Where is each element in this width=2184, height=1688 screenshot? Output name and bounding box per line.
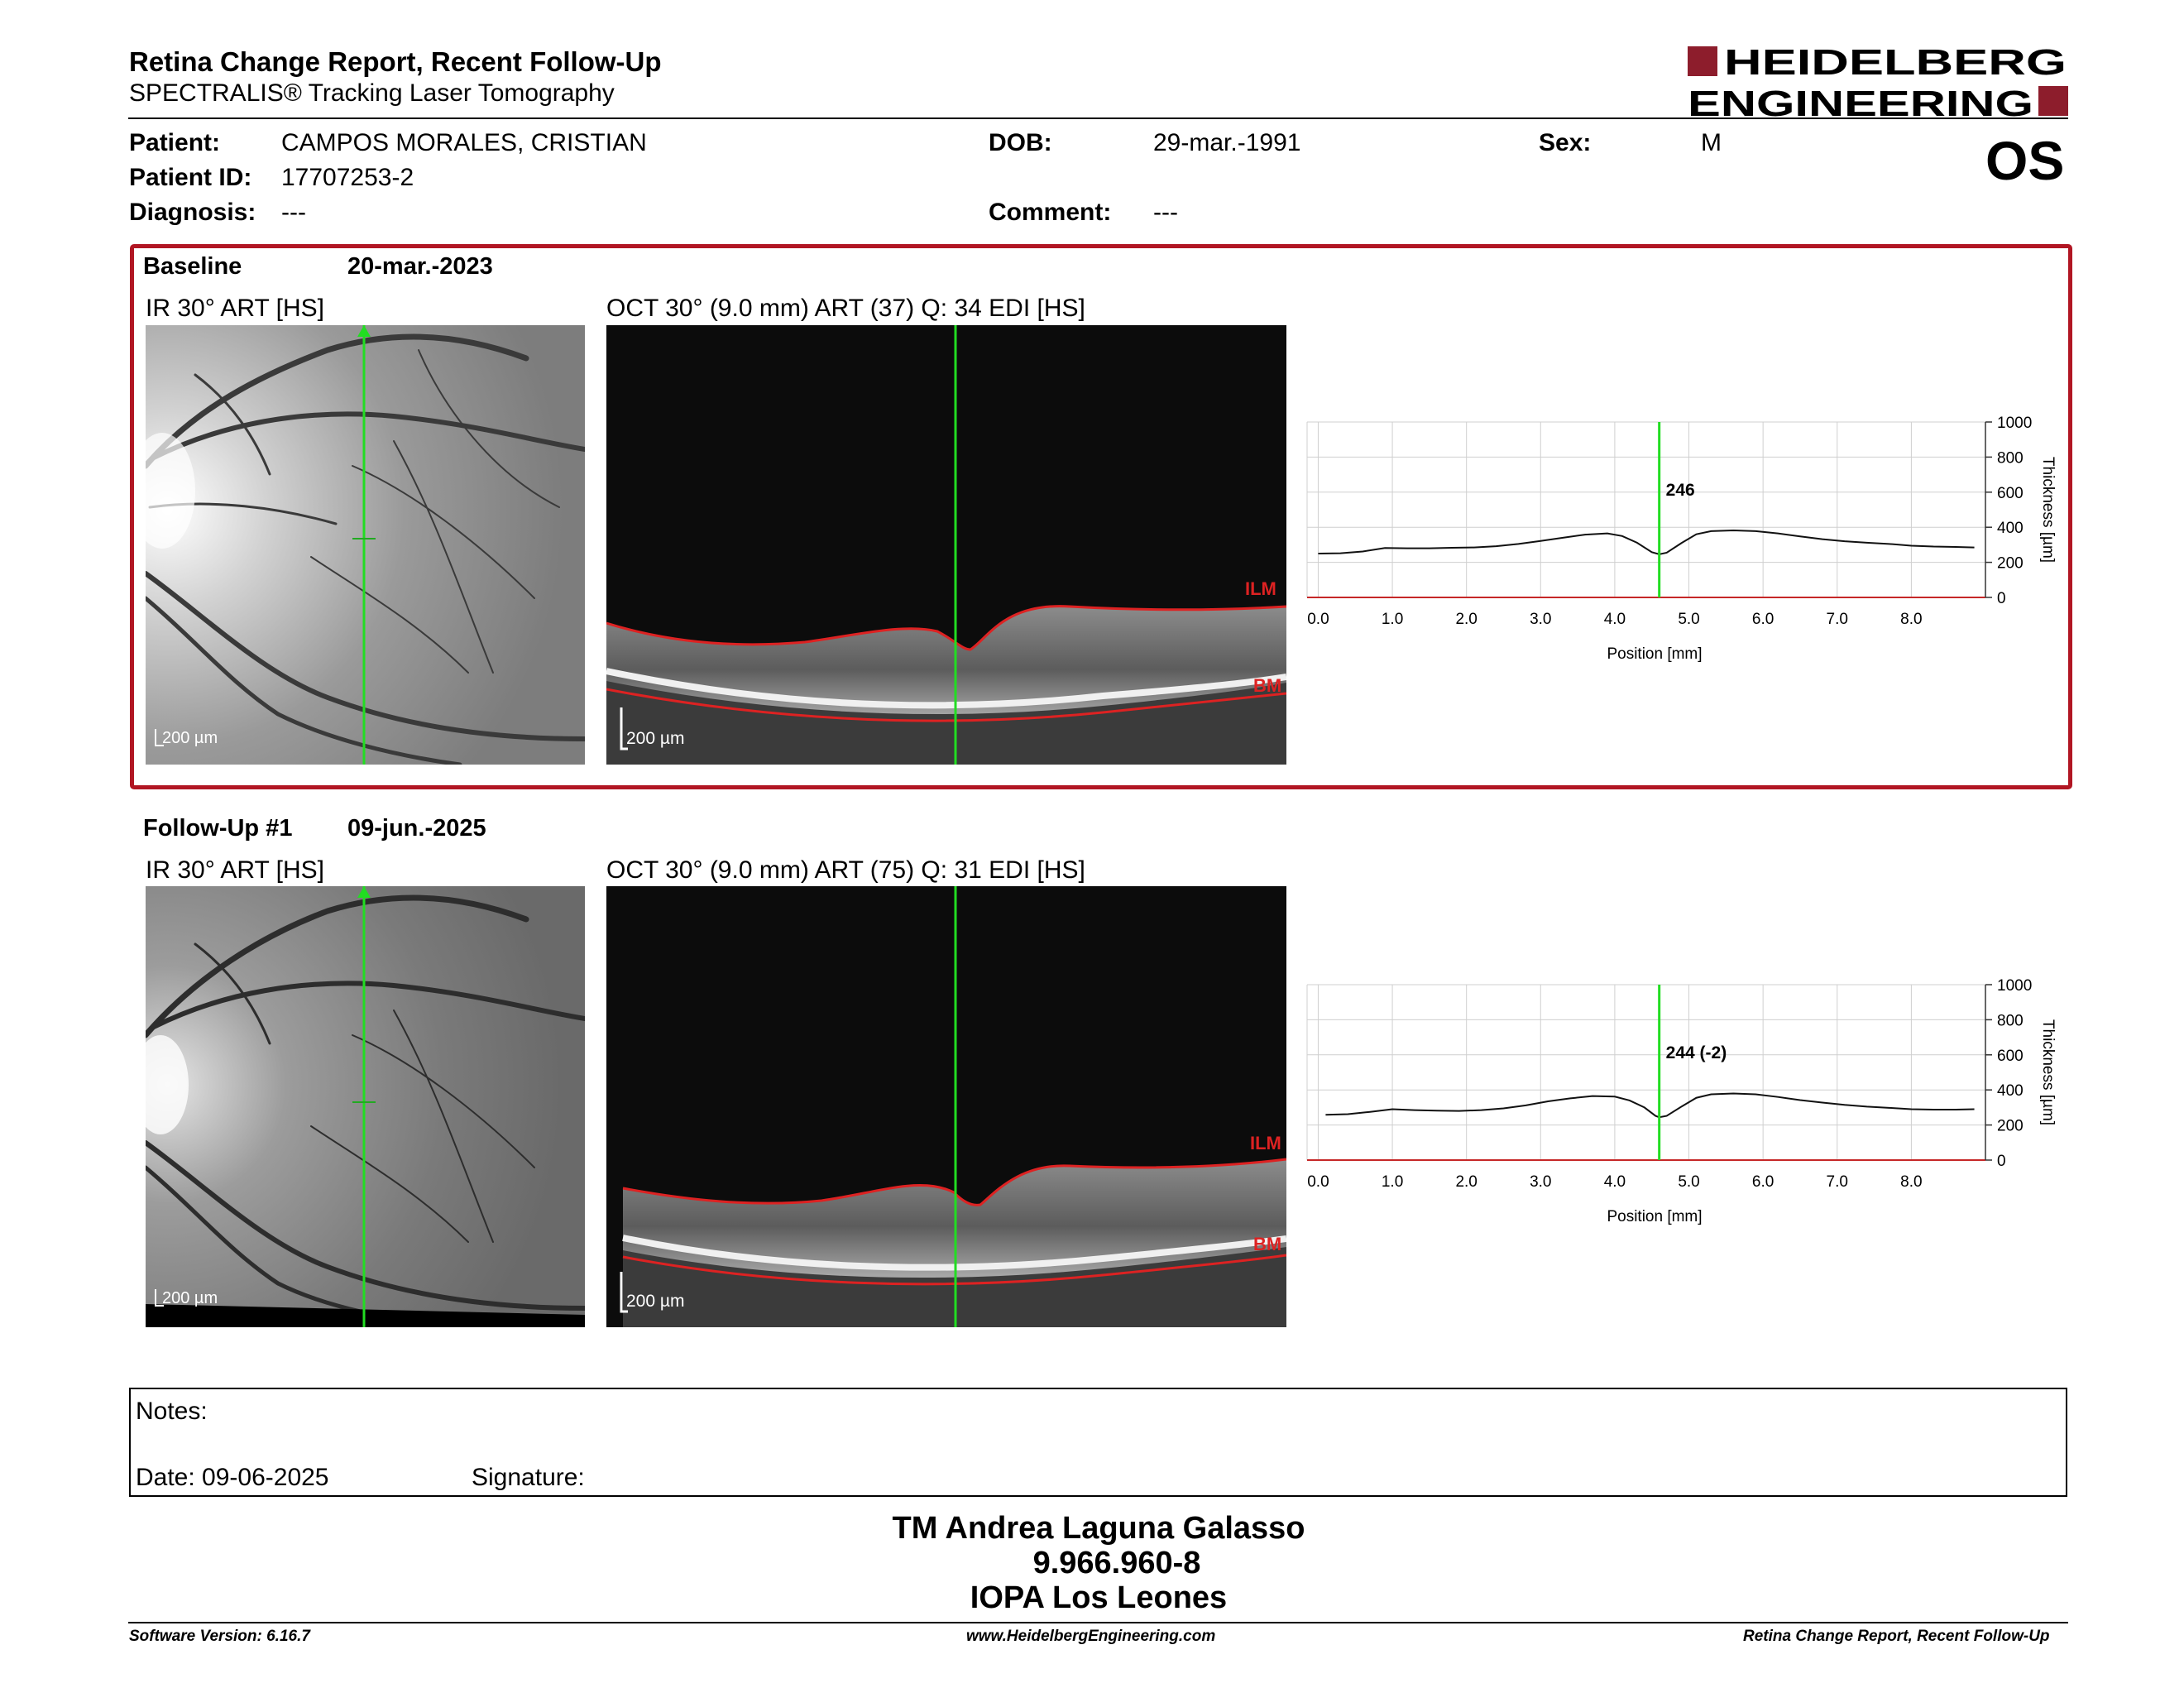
x-tick-label: 0.0: [1307, 1173, 1329, 1191]
footer-divider: [128, 1622, 2068, 1623]
dob-value: 29-mar.-1991: [1153, 129, 1301, 156]
baseline-bm-label: BM: [1253, 675, 1281, 696]
x-tick-label: 7.0: [1827, 1173, 1848, 1191]
notes-box[interactable]: Notes: Date: 09-06-2025 Signature:: [129, 1388, 2067, 1497]
followup-date: 09-jun.-2025: [347, 815, 486, 842]
y-axis-label: Thickness [µm]: [2039, 1019, 2057, 1125]
notes-label: Notes:: [136, 1398, 208, 1425]
signature-institution: IOPA Los Leones: [970, 1580, 1228, 1615]
x-tick-label: 6.0: [1752, 611, 1774, 628]
followup-oct-image: ILM BM 200 µm: [606, 886, 1286, 1327]
x-axis-label: Position [mm]: [1607, 645, 1702, 663]
heidelberg-logo: HEIDELBERG ENGINEERING: [1688, 43, 2068, 119]
signature-id: 9.966.960-8: [1032, 1546, 1201, 1580]
x-tick-label: 5.0: [1678, 1173, 1699, 1191]
x-tick-label: 2.0: [1455, 1173, 1477, 1191]
x-tick-label: 1.0: [1382, 1173, 1403, 1191]
followup-thickness-chart: 0 200 400 600 800 1000 0.0 1.0 2.0 3.0 4.0 5.0 6.0 7.…: [1306, 977, 2057, 1225]
signature-name: TM Andrea Laguna Galasso: [892, 1511, 1305, 1546]
baseline-thickness-chart: 0 200 400 600 800 1000 0.0 1.0 2.0 3.0 4.0 5.0 6.0 7.…: [1306, 415, 2057, 663]
x-tick-label: 8.0: [1900, 611, 1922, 628]
comment-label: Comment:: [989, 199, 1112, 226]
y-axis-label: Thickness [µm]: [2039, 457, 2057, 563]
x-tick-label: 7.0: [1827, 611, 1848, 628]
patient-name: CAMPOS MORALES, CRISTIAN: [281, 129, 647, 156]
website-link[interactable]: www.HeidelbergEngineering.com: [966, 1628, 1216, 1645]
baseline-oct-scale: 200 µm: [626, 729, 684, 748]
date-label: Date: 09-06-2025: [136, 1464, 329, 1491]
followup-oct-scale: 200 µm: [626, 1292, 684, 1311]
x-tick-label: 1.0: [1382, 611, 1403, 628]
x-tick-label: 5.0: [1678, 611, 1699, 628]
patient-id-value: 17707253-2: [281, 164, 414, 191]
baseline-highlight-frame: [130, 244, 2072, 789]
software-version: Software Version: 6.16.7: [129, 1628, 310, 1645]
eye-indicator: OS: [1985, 130, 2065, 191]
baseline-ilm-label: ILM: [1245, 578, 1276, 599]
y-tick-label: 400: [1997, 520, 2024, 537]
y-tick-label: 600: [1997, 485, 2024, 502]
followup-ilm-label: ILM: [1250, 1133, 1281, 1153]
y-tick-label: 800: [1997, 449, 2024, 467]
footer-report-name: Retina Change Report, Recent Follow-Up: [1743, 1628, 2050, 1645]
baseline-oct-image: ILM BM 200 µm: [606, 325, 1286, 765]
followup-ir-scale: 200 µm: [162, 1289, 218, 1307]
x-tick-label: 3.0: [1530, 1173, 1551, 1191]
baseline-ir-label: IR 30° ART [HS]: [146, 295, 324, 322]
chart-grid: [1306, 421, 1986, 598]
sex-label: Sex:: [1539, 129, 1592, 156]
report-subtitle: SPECTRALIS® Tracking Laser Tomography: [129, 79, 615, 107]
dob-label: DOB:: [989, 129, 1052, 156]
diagnosis-label: Diagnosis:: [129, 199, 256, 226]
signature-label: Signature:: [472, 1464, 585, 1491]
logo-line1: HEIDELBERG: [1724, 43, 2067, 83]
y-tick-label: 800: [1997, 1012, 2024, 1029]
thickness-series-line: [1325, 1092, 1975, 1119]
y-tick-label: 1000: [1997, 977, 2032, 995]
patient-label: Patient:: [129, 129, 221, 156]
x-axis-label: Position [mm]: [1607, 1208, 1702, 1225]
baseline-label: Baseline: [143, 253, 242, 280]
y-tick-label: 600: [1997, 1048, 2024, 1065]
x-tick-label: 4.0: [1604, 1173, 1626, 1191]
followup-bm-label: BM: [1253, 1234, 1281, 1254]
followup-ir-label: IR 30° ART [HS]: [146, 856, 324, 884]
patient-id-label: Patient ID:: [129, 164, 252, 191]
thickness-series-line: [1318, 530, 1975, 555]
baseline-oct-label: OCT 30° (9.0 mm) ART (37) Q: 34 EDI [HS]: [606, 295, 1085, 322]
comment-value: ---: [1153, 199, 1178, 226]
baseline-ir-scale: 200 µm: [162, 729, 218, 747]
followup-ir-image: 200 µm: [146, 886, 585, 1327]
y-tick-label: 0: [1997, 1153, 2006, 1170]
y-tick-label: 400: [1997, 1082, 2024, 1100]
chart-grid: [1306, 984, 1986, 1161]
y-tick-label: 1000: [1997, 415, 2032, 432]
followup-oct-label: OCT 30° (9.0 mm) ART (75) Q: 31 EDI [HS]: [606, 856, 1085, 884]
diagnosis-value: ---: [281, 199, 306, 226]
x-tick-label: 4.0: [1604, 611, 1626, 628]
y-tick-label: 200: [1997, 555, 2024, 573]
x-tick-label: 3.0: [1530, 611, 1551, 628]
baseline-date: 20-mar.-2023: [347, 253, 493, 280]
y-tick-label: 200: [1997, 1118, 2024, 1135]
marker-value-label: 246: [1666, 481, 1695, 500]
y-tick-label: 0: [1997, 590, 2006, 607]
followup-label: Follow-Up #1: [143, 815, 293, 842]
x-tick-label: 6.0: [1752, 1173, 1774, 1191]
x-tick-label: 2.0: [1455, 611, 1477, 628]
x-tick-label: 8.0: [1900, 1173, 1922, 1191]
baseline-ir-image: 200 µm: [146, 325, 585, 765]
logo-line2: ENGINEERING: [1688, 84, 2033, 119]
x-tick-label: 0.0: [1307, 611, 1329, 628]
marker-value-label: 244 (-2): [1666, 1043, 1727, 1062]
sex-value: M: [1701, 129, 1722, 156]
report-title: Retina Change Report, Recent Follow-Up: [129, 46, 662, 77]
header-divider: [128, 117, 2068, 119]
